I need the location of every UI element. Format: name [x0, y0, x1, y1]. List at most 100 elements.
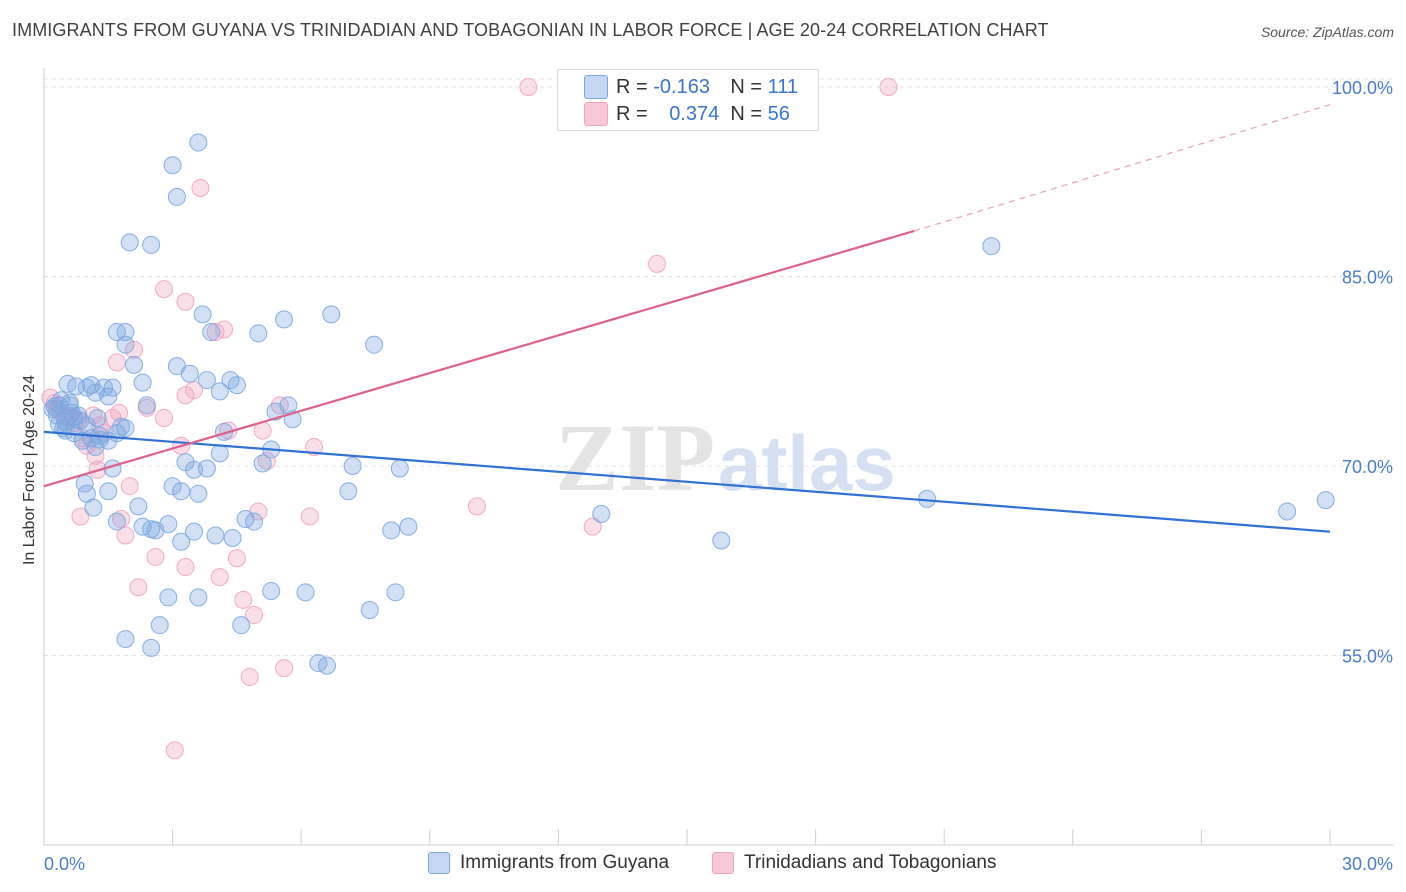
bottom-legend-trinidad: Trinidadians and Tobagonians	[712, 852, 996, 874]
legend-row-trinidad: R = 0.374 N = 56	[584, 102, 790, 126]
legend-r-label: R =	[616, 102, 648, 125]
point-trinidad	[71, 507, 90, 526]
point-guyana	[50, 415, 69, 434]
point-guyana	[712, 531, 731, 550]
point-trinidad	[191, 179, 210, 198]
point-trinidad	[120, 477, 139, 496]
point-guyana	[360, 601, 379, 620]
point-guyana	[365, 335, 384, 354]
bottom-legend-guyana: Immigrants from Guyana	[428, 852, 669, 874]
point-trinidad	[155, 280, 174, 299]
point-guyana	[982, 237, 1001, 256]
legend-r-label: R =	[616, 75, 648, 98]
point-trinidad	[234, 590, 253, 609]
point-guyana	[112, 417, 131, 436]
y-tick-label: 70.0%	[1342, 457, 1393, 477]
point-trinidad	[647, 254, 666, 273]
point-guyana	[103, 378, 122, 397]
point-trinidad	[305, 438, 324, 457]
point-trinidad	[227, 549, 246, 568]
legend-n-value: 111	[767, 75, 799, 98]
axes	[43, 68, 1394, 846]
point-guyana	[193, 305, 212, 324]
point-guyana	[84, 498, 103, 517]
point-guyana	[146, 521, 165, 540]
legend-n-label: N =	[730, 102, 763, 125]
point-guyana	[343, 456, 362, 475]
point-guyana	[133, 373, 152, 392]
point-trinidad	[165, 741, 184, 760]
point-guyana	[386, 583, 405, 602]
point-guyana	[390, 459, 409, 478]
point-trinidad	[176, 558, 195, 577]
trend-line-trinidad	[43, 229, 915, 488]
bottom-legend-label: Immigrants from Guyana	[460, 852, 670, 873]
point-guyana	[1316, 491, 1335, 510]
point-guyana	[185, 522, 204, 541]
point-guyana	[592, 504, 611, 523]
gridlines	[44, 78, 1394, 656]
point-guyana	[399, 517, 418, 536]
point-guyana	[232, 616, 251, 635]
watermark-zip: ZIP	[555, 404, 715, 511]
trend-line-guyana	[43, 430, 1331, 533]
watermark: ZIP atlas	[555, 404, 896, 511]
point-guyana	[918, 489, 937, 508]
point-trinidad	[583, 517, 602, 536]
point-guyana	[116, 335, 135, 354]
point-guyana	[197, 371, 216, 390]
point-guyana	[180, 364, 199, 383]
point-guyana	[339, 482, 358, 501]
point-trinidad	[176, 292, 195, 311]
source-label: Source: ZipAtlas.com	[1260, 24, 1394, 40]
point-guyana	[245, 512, 264, 531]
legend-swatch-pink	[584, 102, 608, 126]
legend-n-value: 56	[767, 102, 790, 125]
point-guyana	[137, 396, 156, 415]
watermark-atlas: atlas	[718, 419, 896, 507]
axis-labels: 55.0% 70.0% 85.0% 100.0% 0.0% 30.0%	[44, 78, 1393, 874]
point-guyana	[172, 482, 191, 501]
point-guyana	[88, 408, 107, 427]
point-guyana	[253, 454, 272, 473]
bottom-legend-label: Trinidadians and Tobagonians	[744, 852, 997, 873]
point-guyana	[309, 654, 328, 673]
point-guyana	[223, 528, 242, 547]
point-guyana	[142, 235, 161, 254]
point-guyana	[210, 382, 229, 401]
point-guyana	[210, 444, 229, 463]
point-trinidad	[110, 403, 129, 422]
point-guyana	[189, 484, 208, 503]
point-trinidad	[107, 353, 126, 372]
trend-line-trinidad-extension	[914, 104, 1331, 232]
point-guyana	[45, 397, 64, 416]
legend-swatch-blue	[584, 75, 608, 99]
point-guyana	[129, 497, 148, 516]
point-guyana	[296, 583, 315, 602]
point-guyana	[262, 582, 281, 601]
point-guyana	[197, 459, 216, 478]
point-guyana	[99, 387, 118, 406]
bottom-legend-swatch-pink	[712, 852, 734, 874]
x-tick-label: 30.0%	[1342, 854, 1393, 874]
legend-r-value: -0.163	[653, 75, 710, 98]
bottom-legend-swatch-blue	[428, 852, 450, 874]
point-guyana	[206, 526, 225, 545]
point-trinidad	[240, 667, 259, 686]
point-guyana	[142, 638, 161, 657]
y-tick-label: 100.0%	[1332, 78, 1393, 98]
correlation-legend: R = -0.163 N = 111 R = 0.374 N = 56	[557, 69, 819, 131]
point-trinidad	[116, 526, 135, 545]
point-guyana	[120, 233, 139, 252]
point-guyana	[150, 616, 169, 635]
chart-title: IMMIGRANTS FROM GUYANA VS TRINIDADIAN AN…	[12, 20, 1049, 40]
y-tick-label: 85.0%	[1342, 267, 1393, 287]
point-guyana	[60, 393, 79, 412]
x-tick-label: 0.0%	[44, 854, 85, 874]
point-guyana	[322, 305, 341, 324]
y-tick-label: 55.0%	[1342, 646, 1393, 666]
point-guyana	[99, 482, 118, 501]
series-guyana	[43, 133, 1335, 675]
point-guyana	[185, 460, 204, 479]
